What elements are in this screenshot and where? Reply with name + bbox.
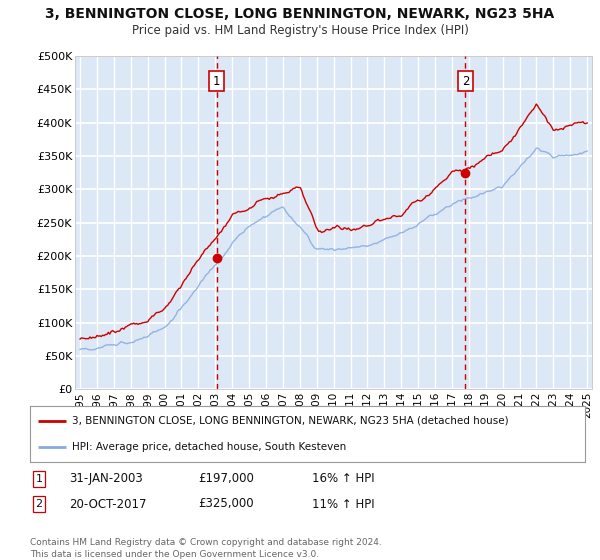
Text: HPI: Average price, detached house, South Kesteven: HPI: Average price, detached house, Sout… bbox=[71, 442, 346, 452]
Text: 20-OCT-2017: 20-OCT-2017 bbox=[69, 497, 146, 511]
Text: 11% ↑ HPI: 11% ↑ HPI bbox=[312, 497, 374, 511]
Text: 1: 1 bbox=[35, 474, 43, 484]
Text: 3, BENNINGTON CLOSE, LONG BENNINGTON, NEWARK, NG23 5HA: 3, BENNINGTON CLOSE, LONG BENNINGTON, NE… bbox=[46, 7, 554, 21]
Text: £197,000: £197,000 bbox=[198, 472, 254, 486]
Text: Price paid vs. HM Land Registry's House Price Index (HPI): Price paid vs. HM Land Registry's House … bbox=[131, 24, 469, 36]
Text: 1: 1 bbox=[213, 75, 220, 88]
Text: 31-JAN-2003: 31-JAN-2003 bbox=[69, 472, 143, 486]
Text: 3, BENNINGTON CLOSE, LONG BENNINGTON, NEWARK, NG23 5HA (detached house): 3, BENNINGTON CLOSE, LONG BENNINGTON, NE… bbox=[71, 416, 508, 426]
Text: 16% ↑ HPI: 16% ↑ HPI bbox=[312, 472, 374, 486]
Text: Contains HM Land Registry data © Crown copyright and database right 2024.
This d: Contains HM Land Registry data © Crown c… bbox=[30, 538, 382, 559]
Text: 2: 2 bbox=[35, 499, 43, 509]
Text: £325,000: £325,000 bbox=[198, 497, 254, 511]
Text: 2: 2 bbox=[461, 75, 469, 88]
